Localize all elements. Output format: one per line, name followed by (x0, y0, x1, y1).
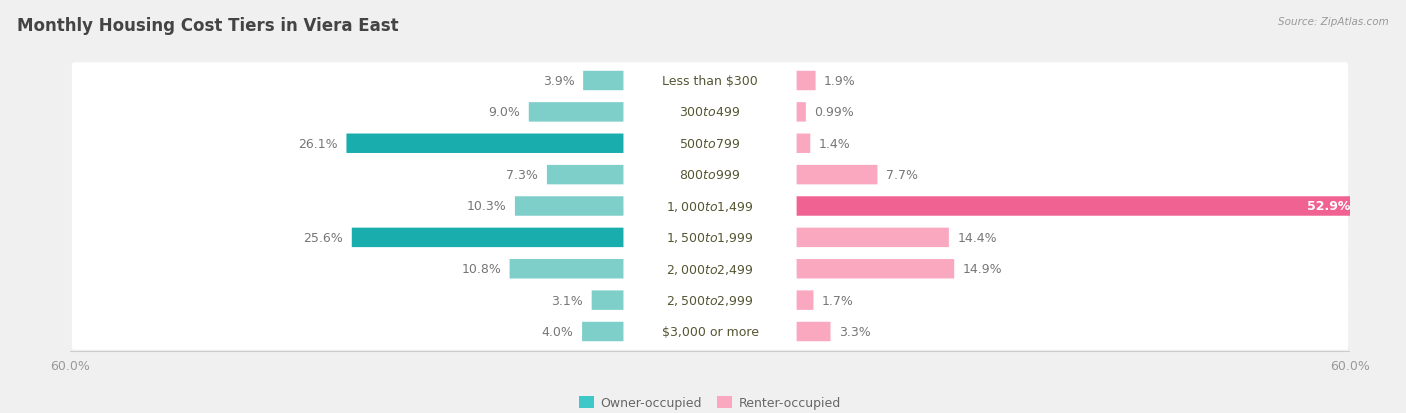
FancyBboxPatch shape (529, 103, 624, 122)
FancyBboxPatch shape (592, 291, 624, 310)
FancyBboxPatch shape (623, 256, 797, 282)
FancyBboxPatch shape (72, 157, 1348, 193)
FancyBboxPatch shape (623, 68, 797, 95)
FancyBboxPatch shape (623, 318, 797, 345)
FancyBboxPatch shape (72, 251, 1348, 287)
Text: 1.4%: 1.4% (818, 138, 851, 150)
Text: 14.9%: 14.9% (963, 263, 1002, 275)
Text: $1,500 to $1,999: $1,500 to $1,999 (666, 231, 754, 245)
Text: 3.3%: 3.3% (839, 325, 870, 338)
FancyBboxPatch shape (796, 71, 815, 91)
FancyBboxPatch shape (346, 134, 624, 154)
Text: 3.1%: 3.1% (551, 294, 583, 307)
FancyBboxPatch shape (583, 71, 624, 91)
FancyBboxPatch shape (623, 224, 797, 251)
Text: $500 to $799: $500 to $799 (679, 138, 741, 150)
Text: 0.99%: 0.99% (814, 106, 855, 119)
Text: $1,000 to $1,499: $1,000 to $1,499 (666, 199, 754, 214)
FancyBboxPatch shape (623, 287, 797, 314)
FancyBboxPatch shape (582, 322, 624, 342)
Text: 1.9%: 1.9% (824, 75, 856, 88)
Text: $300 to $499: $300 to $499 (679, 106, 741, 119)
FancyBboxPatch shape (352, 228, 624, 247)
FancyBboxPatch shape (623, 99, 797, 126)
FancyBboxPatch shape (515, 197, 624, 216)
FancyBboxPatch shape (72, 126, 1348, 162)
FancyBboxPatch shape (509, 259, 624, 279)
Text: 10.8%: 10.8% (461, 263, 501, 275)
Text: Monthly Housing Cost Tiers in Viera East: Monthly Housing Cost Tiers in Viera East (17, 17, 398, 34)
FancyBboxPatch shape (72, 282, 1348, 318)
Text: 9.0%: 9.0% (488, 106, 520, 119)
FancyBboxPatch shape (796, 103, 806, 122)
Text: $800 to $999: $800 to $999 (679, 169, 741, 182)
FancyBboxPatch shape (72, 313, 1348, 350)
FancyBboxPatch shape (796, 134, 810, 154)
FancyBboxPatch shape (623, 193, 797, 220)
Text: Source: ZipAtlas.com: Source: ZipAtlas.com (1278, 17, 1389, 26)
Text: 25.6%: 25.6% (304, 231, 343, 244)
Text: Less than $300: Less than $300 (662, 75, 758, 88)
Text: 7.3%: 7.3% (506, 169, 538, 182)
FancyBboxPatch shape (72, 220, 1348, 256)
FancyBboxPatch shape (547, 166, 624, 185)
Text: $3,000 or more: $3,000 or more (662, 325, 758, 338)
FancyBboxPatch shape (796, 259, 955, 279)
FancyBboxPatch shape (72, 188, 1348, 225)
Text: 4.0%: 4.0% (541, 325, 574, 338)
Text: 14.4%: 14.4% (957, 231, 997, 244)
FancyBboxPatch shape (796, 166, 877, 185)
Text: 3.9%: 3.9% (543, 75, 575, 88)
FancyBboxPatch shape (796, 322, 831, 342)
Legend: Owner-occupied, Renter-occupied: Owner-occupied, Renter-occupied (575, 392, 845, 413)
Text: 10.3%: 10.3% (467, 200, 506, 213)
FancyBboxPatch shape (72, 63, 1348, 100)
Text: $2,500 to $2,999: $2,500 to $2,999 (666, 293, 754, 307)
FancyBboxPatch shape (796, 197, 1360, 216)
Text: 7.7%: 7.7% (886, 169, 918, 182)
FancyBboxPatch shape (623, 162, 797, 189)
Text: 1.7%: 1.7% (823, 294, 853, 307)
Text: 52.9%: 52.9% (1308, 200, 1351, 213)
Text: $2,000 to $2,499: $2,000 to $2,499 (666, 262, 754, 276)
Text: 26.1%: 26.1% (298, 138, 337, 150)
FancyBboxPatch shape (796, 291, 814, 310)
FancyBboxPatch shape (796, 228, 949, 247)
FancyBboxPatch shape (72, 95, 1348, 131)
FancyBboxPatch shape (623, 131, 797, 157)
